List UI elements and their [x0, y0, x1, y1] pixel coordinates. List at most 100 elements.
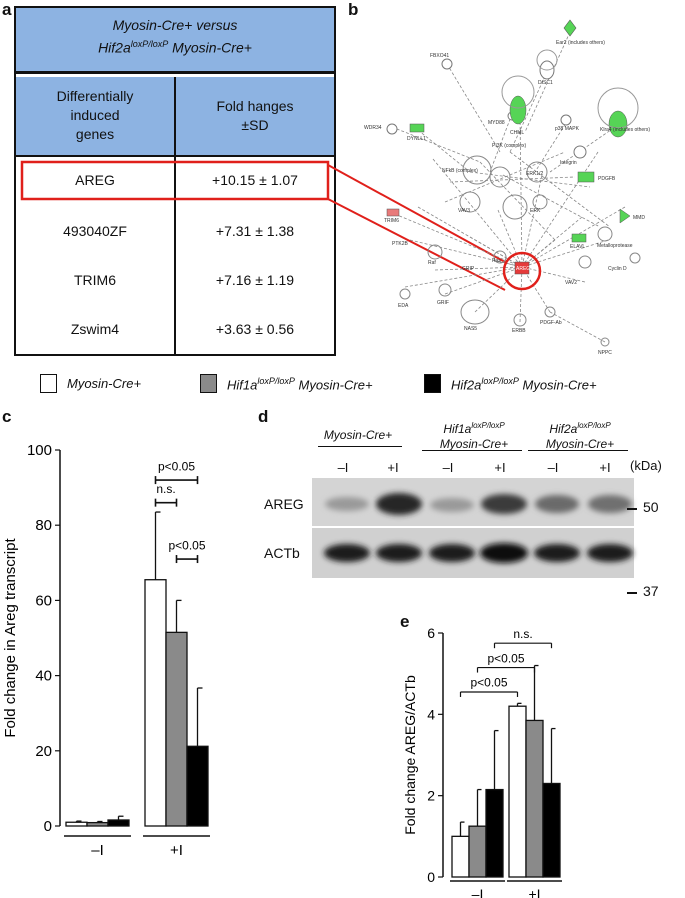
bar — [451, 835, 470, 878]
network-label: MYD88 — [488, 120, 505, 126]
network-label: DYNLL1 — [407, 136, 426, 142]
node-icon — [560, 114, 572, 126]
areg-highlight-circle — [502, 251, 542, 291]
x-group-label: +I — [170, 842, 183, 859]
blot-image — [312, 478, 634, 578]
panel-label-d: d — [258, 407, 269, 426]
marker-tick — [627, 592, 637, 594]
node-icon — [532, 194, 548, 210]
lane-label: +I — [494, 460, 506, 475]
node-icon — [577, 171, 595, 183]
node-icon — [386, 208, 400, 217]
bar — [186, 745, 209, 827]
network-edges — [389, 31, 626, 343]
fold-change: +7.31 ± 1.38 — [215, 223, 295, 239]
y-tick-label: 100 — [27, 442, 52, 459]
blot-row-label-areg: AREG — [264, 496, 304, 512]
node-icon — [513, 313, 527, 327]
x-group-label: –I — [472, 886, 484, 898]
node-icon — [501, 75, 535, 109]
gene-name: 493040ZF — [63, 223, 127, 239]
network-label: DISC1 — [538, 80, 553, 86]
y-tick-label: 60 — [35, 592, 52, 609]
marker-50: 50 — [643, 499, 659, 515]
marker-tick — [627, 508, 637, 510]
node-icon — [544, 306, 556, 318]
node-icon — [427, 244, 443, 260]
network-label: MMD — [633, 215, 645, 221]
network-label: AREG — [516, 266, 530, 272]
network-label: ELAVL — [570, 244, 585, 250]
node-icon — [460, 299, 490, 325]
network-label: Klra4 (includes others) — [600, 127, 650, 133]
kda-label: (kDa) — [630, 458, 662, 473]
node-icon — [509, 95, 527, 125]
node-icon — [441, 58, 453, 70]
sig-label: p<0.05 — [470, 676, 507, 690]
x-group-label: +I — [528, 886, 540, 898]
node-icon — [462, 155, 492, 185]
legend-swatch-myosin — [40, 374, 57, 393]
y-tick-label: 2 — [427, 788, 435, 804]
table-row: AREG +10.15 ± 1.07 — [16, 157, 334, 203]
network-label: Metalloprotease — [597, 243, 633, 249]
group-underline — [318, 446, 402, 447]
legend-label: Myosin-Cre+ — [67, 376, 142, 391]
network-diagram: Ear2 (includes others) FBXO41 DISC1 WDR3… — [364, 19, 650, 356]
node-icon — [600, 337, 610, 347]
lane-label: –I — [547, 460, 559, 475]
bar — [525, 719, 544, 878]
sig-label: p<0.05 — [168, 539, 205, 553]
legend-label: Hif1aloxP/loxP Myosin-Cre+ — [227, 376, 373, 393]
bar — [86, 821, 109, 827]
y-axis-label: Fold change in Areg transcript — [2, 538, 19, 738]
legend-swatch-hif2a — [424, 374, 441, 393]
lane-label: +I — [387, 460, 399, 475]
node-icon — [438, 283, 452, 297]
areg-highlight-box — [20, 160, 330, 201]
panel-label-c: c — [2, 407, 12, 426]
y-tick-label: 4 — [427, 706, 435, 722]
column-header-genes: Differentially induced genes — [56, 88, 134, 142]
network-label: NPPC — [598, 350, 612, 356]
node-icon — [459, 191, 481, 213]
network-nodes — [386, 19, 641, 347]
column-header-fold: Fold hanges ±SD — [216, 98, 294, 133]
y-tick-label: 0 — [44, 818, 52, 835]
node-icon — [619, 208, 631, 224]
node-icon — [563, 19, 577, 37]
gene-name: Zswim4 — [70, 321, 120, 337]
sig-label: n.s. — [156, 482, 175, 496]
network-labels: Ear2 (includes others) FBXO41 DISC1 WDR3… — [364, 40, 650, 356]
node-icon — [502, 194, 528, 220]
network-label: PI3K (complex) — [492, 143, 527, 149]
bar — [468, 825, 487, 878]
network-label: ERBB — [512, 328, 526, 334]
x-group-label: –I — [91, 842, 104, 859]
fold-change: +10.15 ± 1.07 — [212, 172, 298, 188]
lane-label: –I — [442, 460, 454, 475]
node-icon — [608, 110, 628, 138]
node-icon — [526, 161, 548, 183]
fold-change: +7.16 ± 1.19 — [215, 272, 295, 288]
panel-label-a: a — [2, 0, 12, 19]
panel-label-b: b — [348, 0, 359, 19]
network-label: TRIM6 — [384, 218, 399, 224]
node-icon — [409, 123, 425, 133]
blot-row-label-actb: ACTb — [264, 545, 300, 561]
network-label: CHML — [510, 130, 524, 136]
y-tick-label: 20 — [35, 743, 52, 760]
node-icon — [493, 250, 507, 264]
network-label: NAS5 — [464, 326, 477, 332]
network-label: Ras — [492, 258, 501, 264]
fold-change: +3.63 ± 0.56 — [215, 321, 295, 337]
table-title-line2: Hif2aloxP/loxP Myosin-Cre+ — [98, 39, 252, 56]
bar — [107, 819, 130, 827]
network-label: Integrin — [560, 160, 577, 166]
table-row: Zswim4 +3.63 ± 0.56 — [16, 306, 334, 352]
sig-label: n.s. — [513, 627, 532, 641]
node-icon — [629, 252, 641, 264]
bar — [144, 579, 167, 827]
y-tick-label: 0 — [427, 869, 435, 885]
gene-table: Myosin-Cre+ versus Hif2aloxP/loxP Myosin… — [14, 6, 336, 356]
